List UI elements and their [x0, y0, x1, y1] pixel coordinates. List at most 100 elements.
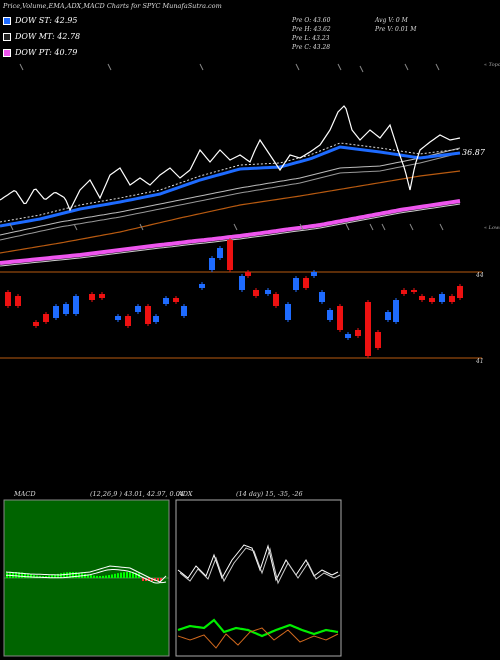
macd-histogram-bar: [135, 572, 137, 578]
macd-histogram-bar: [63, 572, 65, 578]
macd-histogram-bar: [151, 578, 153, 581]
plus-di-line: [177, 618, 339, 638]
price-line: [0, 105, 461, 212]
ohlc-open: Pre O: 43.60: [292, 17, 331, 24]
adx-background: [175, 499, 342, 657]
candle-body: [419, 296, 425, 300]
macd-histogram-bar: [99, 576, 101, 578]
macd-histogram-bar: [160, 578, 162, 581]
candle-body: [303, 278, 309, 288]
candle-body: [293, 278, 299, 290]
macd-histogram-bar: [111, 574, 113, 578]
candle-body: [345, 334, 351, 338]
lows-label: « Lows: [484, 225, 500, 231]
site-name: MunafaSutra.com: [162, 2, 222, 10]
candle-body: [73, 296, 79, 314]
candle-body: [145, 306, 151, 324]
macd-panel: [3, 499, 170, 657]
date-tick: [435, 63, 440, 71]
legend-label: DOW PT: 40.79: [15, 48, 78, 57]
date-tick: [199, 63, 204, 71]
ema-pt-line: [0, 199, 461, 265]
candle-body: [429, 298, 435, 302]
candle-body: [217, 248, 223, 258]
candle-body: [355, 330, 361, 336]
adx-params: (14 day) 15, -35, -26: [236, 490, 303, 498]
macd-histogram-bar: [75, 572, 77, 578]
macd-histogram-bar: [123, 572, 125, 578]
macd-histogram-bar: [114, 573, 116, 578]
macd-histogram-bar: [30, 574, 32, 578]
adx-line-2: [179, 547, 341, 585]
date-tick: [233, 223, 238, 231]
candle-body: [163, 298, 169, 304]
minus-di-line: [177, 627, 339, 649]
ohlc-high: Pre H: 43.62: [292, 26, 331, 33]
candle-body: [209, 258, 215, 270]
macd-histogram-bar: [54, 574, 56, 578]
macd-histogram-bar: [96, 575, 98, 578]
date-tick: [107, 63, 112, 71]
candle-body: [365, 302, 371, 356]
ohlc-low: Pre L: 43.23: [292, 35, 330, 42]
candle-body: [449, 296, 455, 302]
macd-histogram-bar: [105, 575, 107, 578]
date-tick: [345, 223, 350, 231]
macd-histogram-bar: [33, 575, 35, 578]
candle-body: [115, 316, 121, 320]
legend-item: DOW MT: 42.78: [3, 32, 80, 41]
macd-histogram-bar: [72, 572, 74, 578]
macd-histogram-bar: [24, 573, 26, 578]
macd-line: [5, 565, 167, 583]
candle-body: [135, 306, 141, 312]
legend-swatch: [3, 48, 11, 57]
legend-swatch: [3, 16, 11, 25]
ema-mid-line-2: [0, 152, 461, 241]
ohlc-close: Pre C: 43.28: [292, 44, 331, 51]
candle-body: [153, 316, 159, 322]
legend-item: DOW ST: 42.95: [3, 16, 77, 25]
candle-body: [33, 322, 39, 326]
candle-body: [311, 272, 317, 276]
candle-body: [385, 312, 391, 320]
date-tick: [299, 223, 304, 231]
macd-histogram-bar: [142, 578, 144, 581]
macd-histogram-bar: [126, 572, 128, 578]
date-tick: [19, 63, 24, 71]
macd-histogram-bar: [57, 573, 59, 578]
candle-body: [285, 304, 291, 320]
candle-body: [43, 314, 49, 322]
macd-params: (12,26,9 ) 43.01, 42.97, 0.04: [90, 490, 184, 498]
chart-title: Price,Volume,EMA,ADX,MACD Charts for SPY…: [3, 2, 161, 10]
macd-histogram-bar: [69, 572, 71, 578]
macd-histogram-bar: [87, 574, 89, 578]
macd-histogram-bar: [12, 572, 14, 578]
date-tick: [73, 223, 78, 231]
candle-body: [375, 332, 381, 348]
date-tick: [359, 65, 364, 73]
candle-body: [199, 284, 205, 288]
date-tick: [295, 63, 300, 71]
candle-body: [337, 306, 343, 330]
macd-histogram-bar: [66, 572, 68, 578]
macd-histogram-bar: [117, 573, 119, 578]
candle-body: [401, 290, 407, 294]
candle-body: [393, 300, 399, 322]
candle-body: [5, 292, 11, 306]
macd-title: MACD: [14, 490, 36, 498]
macd-histogram-bar: [27, 573, 29, 578]
candle-body: [265, 290, 271, 294]
ema-long-line: [0, 170, 461, 254]
legend-label: DOW ST: 42.95: [15, 16, 78, 25]
candle-body: [239, 276, 245, 290]
candle-body: [227, 240, 233, 270]
adx-panel: [175, 499, 342, 657]
level-label-lower: 41: [475, 358, 484, 365]
legend-label: DOW MT: 42.78: [15, 32, 81, 41]
legend-item: DOW PT: 40.79: [3, 48, 77, 57]
candle-body: [173, 298, 179, 302]
candle-body: [63, 304, 69, 314]
level-label-upper: 44: [475, 272, 484, 279]
macd-histogram-bar: [132, 572, 134, 578]
